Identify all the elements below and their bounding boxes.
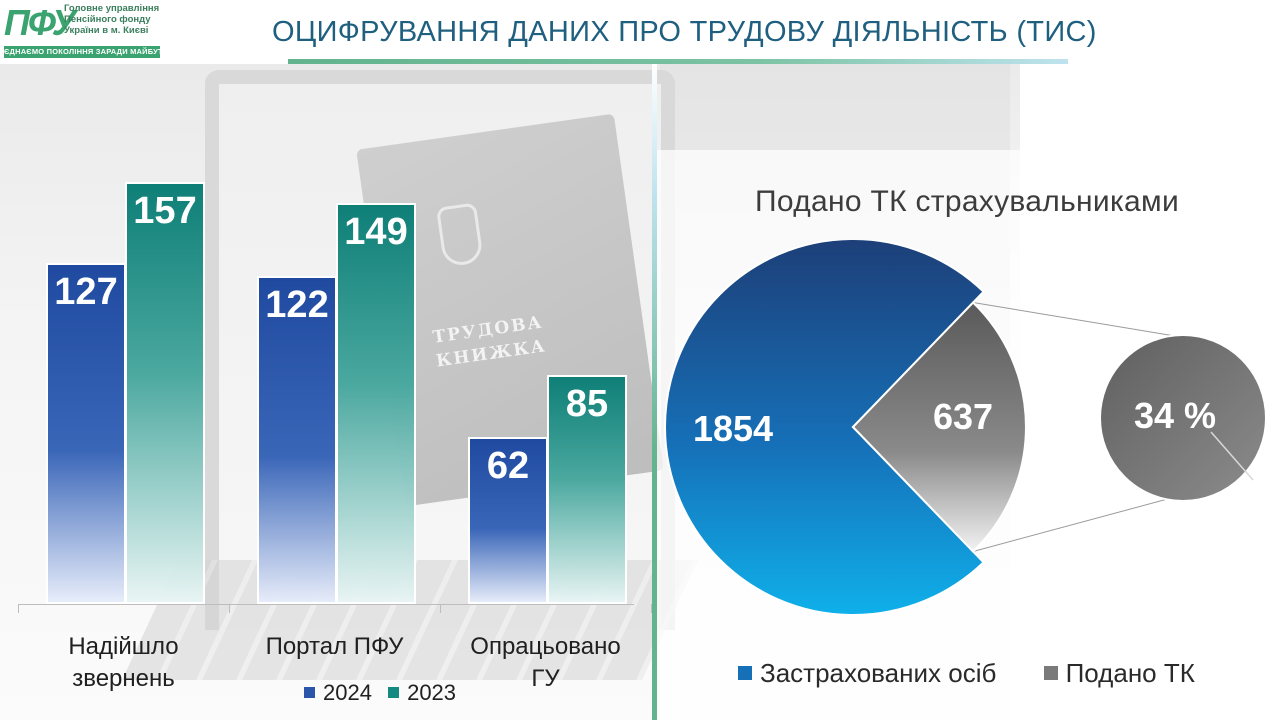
- bar-value-label-2024-1: 122: [265, 283, 329, 326]
- legend-swatch-2024: [304, 687, 315, 698]
- pie-slice-insured: [664, 240, 985, 616]
- bar-value-label-2023-0: 157: [133, 189, 197, 232]
- logo-line-1: Головне управління: [64, 3, 160, 14]
- x-axis-tick-end: [651, 604, 652, 613]
- pie-chart-legend: Застрахованих осіб Подано ТК: [738, 656, 1205, 689]
- breakout-divider-line: [1210, 431, 1254, 481]
- pie-label-insured: 1854: [693, 408, 773, 449]
- page-title: ОЦИФРУВАННЯ ДАНИХ ПРО ТРУДОВУ ДІЯЛЬНІСТЬ…: [272, 16, 1097, 48]
- logo-line-3: України в м. Києві: [64, 25, 149, 36]
- bar-chart: 2024 2023 127 157 Надійшло звернень 122 149 По…: [18, 181, 652, 706]
- panel-divider: [652, 64, 657, 720]
- pfu-logo: ПФУ Головне управління Пенсійного фонду …: [0, 0, 191, 60]
- legend-label-2024: 2024: [323, 679, 372, 705]
- bar-2024-0: [46, 262, 126, 604]
- x-axis-tick-1: [229, 604, 230, 613]
- bar-2023-0: [125, 181, 205, 604]
- legend-swatch-insured: [738, 666, 752, 680]
- category-label-2: Опрацьовано ГУ: [470, 633, 621, 692]
- bar-2023-1: [336, 203, 416, 604]
- legend-label-insured: Застрахованих осіб: [760, 657, 997, 688]
- logo-text: Головне управління Пенсійного фонду Укра…: [64, 3, 159, 36]
- bar-value-label-2023-2: 85: [565, 383, 609, 426]
- legend-swatch-submitted: [1043, 666, 1058, 680]
- category-label-0: Надійшло звернень: [68, 633, 179, 692]
- x-axis-tick-2: [440, 604, 441, 613]
- logo-line-2: Пенсійного фонду: [64, 14, 151, 25]
- pie-chart-title: Подано ТК страхувальниками: [755, 185, 1180, 218]
- bar-chart-legend: 2024 2023: [304, 678, 466, 706]
- breakout-connector-line-1: [972, 496, 1176, 552]
- bar-value-label-2023-1: 149: [344, 211, 408, 254]
- x-axis-tick-0: [18, 604, 19, 613]
- bar-2024-1: [257, 275, 337, 604]
- legend-item-2023: 2023: [388, 680, 456, 706]
- breakout-connector-line-0: [973, 302, 1182, 338]
- pie-slice-submitted: [851, 301, 1027, 553]
- pie-chart: 1854 637 34 %: [664, 240, 1267, 616]
- bar-value-label-2024-2: 62: [486, 445, 530, 488]
- legend-label-submitted: Подано ТК: [1065, 657, 1195, 688]
- pie-label-submitted: 637: [933, 396, 993, 437]
- legend-item-insured: Застрахованих осіб: [738, 658, 996, 689]
- category-label-1: Портал ПФУ: [265, 633, 404, 660]
- logo-mark: ПФУ: [4, 2, 76, 43]
- legend-swatch-2023: [388, 687, 400, 698]
- bar-value-label-2024-0: 127: [54, 270, 118, 313]
- title-underline: [288, 59, 1068, 64]
- legend-label-2023: 2023: [407, 679, 457, 705]
- logo-slogan: ЄДНАЄМО ПОКОЛІННЯ ЗАРАДИ МАЙБУТНЬОГО: [4, 46, 191, 58]
- legend-item-2024: 2024: [304, 680, 372, 706]
- breakout-circle: [1099, 334, 1267, 502]
- bar-2023-2: [547, 375, 627, 604]
- x-axis-line: [18, 604, 634, 605]
- legend-item-submitted: Подано ТК: [1043, 657, 1195, 689]
- breakout-label: 34 %: [1134, 395, 1216, 436]
